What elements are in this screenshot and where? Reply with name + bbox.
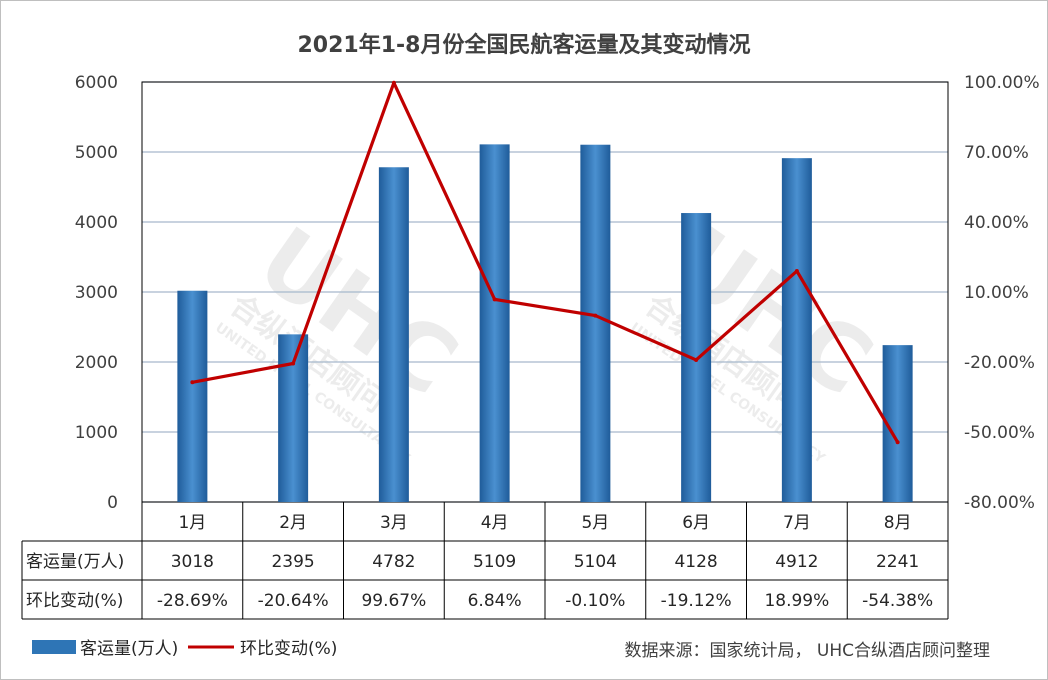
y-right-tick-label: -50.00%: [964, 423, 1035, 443]
y-right-tick-label: 40.00%: [964, 213, 1029, 233]
table-cell: 3018: [171, 552, 214, 572]
table-cell: 4912: [775, 552, 818, 572]
legend-bar-label: 客运量(万人): [80, 639, 178, 659]
x-tick-label: 5月: [581, 513, 609, 533]
bar-series: [177, 144, 913, 503]
x-tick-label: 2月: [279, 513, 307, 533]
line-point: [391, 80, 396, 85]
line-path: [192, 81, 900, 444]
table-cell: 99.67%: [361, 591, 426, 611]
y-left-tick-label: 5000: [75, 143, 118, 163]
table-row-header: 环比变动(%): [26, 591, 123, 611]
line-point: [694, 357, 699, 362]
line-point: [190, 380, 195, 385]
table-cell: -0.10%: [565, 591, 625, 611]
legend: 客运量(万人) 环比变动(%): [32, 639, 337, 659]
table-cell: 5104: [574, 552, 617, 572]
legend-line-label: 环比变动(%): [240, 639, 337, 659]
table-cell: -28.69%: [157, 591, 228, 611]
table-cell: 18.99%: [764, 591, 829, 611]
bar: [378, 167, 409, 502]
chart-title: 2021年1-8月份全国民航客运量及其变动情况: [298, 32, 751, 58]
table-cell: -20.64%: [258, 591, 329, 611]
line-point: [794, 269, 799, 274]
axes: 0 1000 2000 3000 4000 5000 6000 -80.00% -50.00% -…: [75, 73, 1040, 513]
y-right-tick-label: 70.00%: [964, 143, 1029, 163]
y-right-tick-label: -80.00%: [964, 493, 1035, 513]
table-cell: 4782: [372, 552, 415, 572]
y-right-tick-label: -20.00%: [964, 353, 1035, 373]
y-left-tick-label: 2000: [75, 353, 118, 373]
legend-bar-swatch: [32, 640, 76, 654]
y-left-tick-label: 0: [107, 493, 118, 513]
bar: [781, 158, 812, 502]
table-cell: -54.38%: [862, 591, 933, 611]
x-tick-label: 7月: [783, 513, 811, 533]
x-tick-label: 3月: [380, 513, 408, 533]
bar: [177, 290, 208, 502]
line-series: [190, 80, 900, 445]
y-left-tick-label: 3000: [75, 283, 118, 303]
y-left-tick-label: 6000: [75, 73, 118, 93]
table-row-header: 客运量(万人): [26, 552, 124, 572]
table-cell: 2241: [876, 552, 919, 572]
x-tick-label: 4月: [481, 513, 509, 533]
bar: [479, 144, 510, 502]
bar: [681, 213, 712, 503]
line-point: [593, 313, 598, 318]
grid-lines: [141, 81, 949, 503]
line-point: [291, 361, 296, 366]
x-tick-label: 6月: [682, 513, 710, 533]
x-tick-label: 1月: [178, 513, 206, 533]
y-left-tick-label: 1000: [75, 423, 118, 443]
source-note: 数据来源：国家统计局， UHC合纵酒店顾问整理: [625, 641, 991, 661]
line-point: [492, 297, 497, 302]
table-cell: 2395: [271, 552, 314, 572]
y-right-tick-label: 10.00%: [964, 283, 1029, 303]
y-right-tick-label: 100.00%: [964, 73, 1040, 93]
y-left-tick-label: 4000: [75, 213, 118, 233]
table-cell: -19.12%: [661, 591, 732, 611]
bar: [580, 144, 611, 502]
table-cell: 6.84%: [468, 591, 522, 611]
line-point: [895, 440, 900, 445]
table-cell: 4128: [674, 552, 717, 572]
x-tick-label: 8月: [884, 513, 912, 533]
table-cell: 5109: [473, 552, 516, 572]
